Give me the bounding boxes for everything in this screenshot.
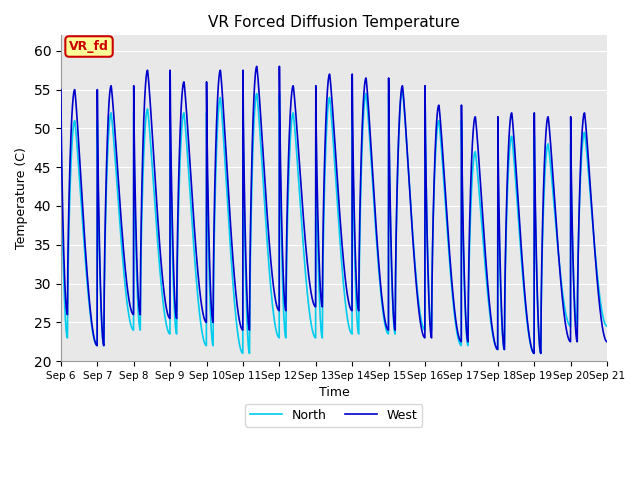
Text: VR_fd: VR_fd: [69, 40, 109, 53]
North: [119, 262, 127, 268]
Title: VR Forced Diffusion Temperature: VR Forced Diffusion Temperature: [208, 15, 460, 30]
West: [253, 63, 260, 69]
North: [593, 265, 600, 271]
West: [603, 339, 611, 345]
Line: West: West: [61, 66, 607, 353]
North: [57, 118, 65, 123]
West: [534, 299, 541, 304]
North: [267, 281, 275, 287]
West: [119, 243, 127, 249]
West: [57, 87, 65, 93]
West: [537, 350, 545, 356]
Y-axis label: Temperature (C): Temperature (C): [15, 147, 28, 249]
West: [593, 270, 600, 276]
North: [246, 350, 253, 356]
North: [152, 211, 159, 216]
West: [267, 254, 275, 260]
North: [603, 324, 611, 329]
North: [399, 87, 406, 93]
Line: North: North: [61, 90, 607, 353]
North: [534, 309, 541, 314]
West: [291, 91, 298, 96]
X-axis label: Time: Time: [319, 386, 349, 399]
West: [152, 183, 159, 189]
North: [291, 118, 298, 124]
Legend: North, West: North, West: [246, 404, 422, 427]
